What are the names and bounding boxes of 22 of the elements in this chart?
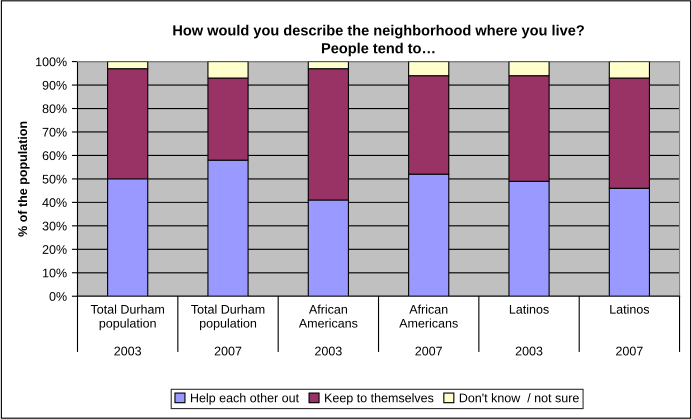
y-axis-title: % of the population (18, 122, 30, 237)
y-tick-label: 70% (42, 128, 67, 137)
category-label: African Americans 2007 (399, 304, 458, 356)
legend-label: Don't know / not sure (460, 393, 579, 402)
legend-label: Keep to themselves (325, 393, 434, 405)
y-tick-label: 100% (36, 57, 67, 66)
y-tick-label: 20% (42, 245, 67, 254)
y-tick-label: 30% (42, 222, 67, 230)
category-label: Latinos 2003 (510, 304, 549, 356)
y-tick-label: 80% (42, 104, 67, 114)
y-tick-label: 90% (42, 80, 67, 90)
category-label: Total Durham population 2003 (90, 304, 164, 356)
y-tick-label: 40% (42, 198, 67, 208)
y-tick-label: 50% (42, 174, 67, 184)
category-label: Total Durham population 2007 (191, 304, 264, 356)
category-label: African Americans 2003 (298, 304, 358, 356)
chart-title: How would you describe the neighborhood where you live? People tend to… (173, 24, 584, 56)
y-tick-label: 60% (42, 151, 67, 160)
legend-label: Help each other out (190, 393, 299, 405)
category-label: Latinos 2007 (610, 304, 650, 356)
y-tick-label: 10% (43, 268, 67, 278)
y-tick-label: 0% (50, 292, 67, 301)
